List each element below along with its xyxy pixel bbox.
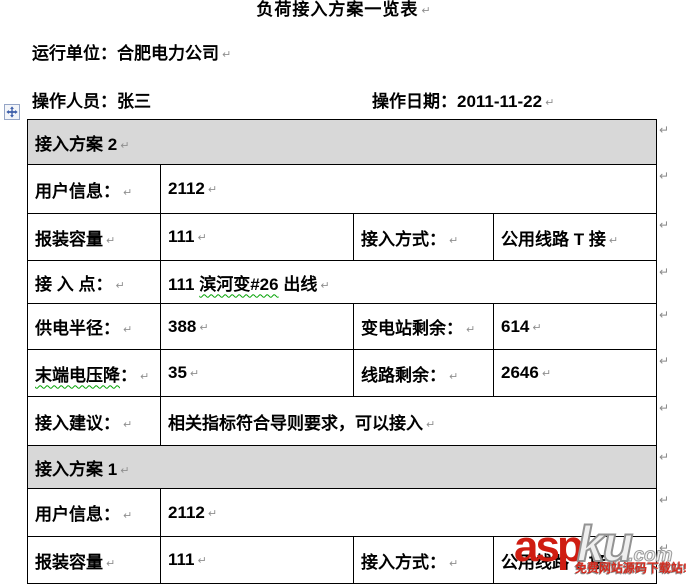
document-title: 负荷接入方案一览表 xyxy=(256,0,419,19)
value-access-mode[interactable]: 公用线路 T 接 ↵ xyxy=(492,536,658,584)
value-user-info[interactable]: 2112 ↵ xyxy=(159,488,658,537)
operating-unit-line[interactable]: 运行单位：合肥电力公司 ↵ xyxy=(32,39,231,64)
cell-end-mark: ↵ xyxy=(115,279,125,292)
row-end-mark: ↵ xyxy=(659,265,670,279)
cell-end-mark: ↵ xyxy=(123,418,133,431)
label-access-mode[interactable]: 接入方式： ↵ xyxy=(353,536,494,584)
cell-end-mark: ↵ xyxy=(608,234,619,247)
label-end-voltage-drop[interactable]: 末端电压降： ↵ xyxy=(27,349,161,397)
access-plan-table: 接入方案 2 ↵ 用户信息： ↵ 2112 ↵ 报装容量 ↵ 111 ↵ 接入方式： ↵ 公… xyxy=(26,119,658,584)
table-row: 供电半径： ↵ 388 ↵ 变电站剩余： ↵ 614 ↵ xyxy=(27,303,658,350)
line-break-mark: ↵ xyxy=(222,49,232,61)
row-end-mark: ↵ xyxy=(659,354,670,368)
table-row: 报装容量 ↵ 111 ↵ 接入方式： ↵ 公用线路 T 接 ↵ xyxy=(27,213,658,261)
watermark-tagline: 免费网站源码下载站! xyxy=(575,561,687,575)
cell-end-mark: ↵ xyxy=(197,555,207,567)
table-row: 接入方案 2 ↵ xyxy=(26,119,658,165)
cell-end-mark: ↵ xyxy=(189,368,200,380)
row-end-mark: ↵ xyxy=(659,308,670,322)
line-break-mark: ↵ xyxy=(545,97,555,109)
cell-end-mark: ↵ xyxy=(120,464,130,477)
cell-end-mark: ↵ xyxy=(449,234,459,247)
table-row: 用户信息： ↵ 2112 ↵ xyxy=(27,488,658,537)
label-access-advice[interactable]: 接入建议： ↵ xyxy=(27,396,161,446)
row-end-mark: ↵ xyxy=(659,401,670,415)
label-user-info[interactable]: 用户信息： ↵ xyxy=(27,164,161,214)
value-access-advice[interactable]: 相关指标符合导则要求，可以接入 ↵ xyxy=(159,396,658,446)
table-move-handle[interactable] xyxy=(4,104,20,120)
value-access-point[interactable]: 111 滨河变#26 出线 ↵ xyxy=(159,260,658,304)
value-substation-margin[interactable]: 614 ↵ xyxy=(492,303,658,350)
table-row: 接入建议： ↵ 相关指标符合导则要求，可以接入 ↵ xyxy=(27,396,658,446)
operation-date-field: 操作日期：2011-11-22 ↵ xyxy=(372,87,554,112)
cell-end-mark: ↵ xyxy=(123,186,133,199)
table-row: 用户信息： ↵ 2112 ↵ xyxy=(27,164,658,214)
watermark: aspku.com 免费网站源码下载站! xyxy=(514,516,688,575)
cell-end-mark: ↵ xyxy=(199,321,209,334)
section-header-plan-1[interactable]: 接入方案 1 ↵ xyxy=(26,445,658,489)
watermark-brand-ku: ku xyxy=(576,516,634,572)
cell-end-mark: ↵ xyxy=(207,184,218,196)
label-line-margin[interactable]: 线路剩余： ↵ xyxy=(353,349,494,397)
value-supply-radius[interactable]: 388 ↵ xyxy=(160,303,354,350)
operator-value: 张三 xyxy=(117,92,151,111)
row-end-mark: ↵ xyxy=(659,493,670,507)
watermark-brand-asp: asp xyxy=(514,522,584,571)
label-substation-margin[interactable]: 变电站剩余： ↵ xyxy=(353,303,494,350)
move-arrows-icon xyxy=(6,106,18,118)
section-title: 接入方案 1 xyxy=(35,459,118,479)
line-break-mark: ↵ xyxy=(421,5,432,17)
row-end-mark: ↵ xyxy=(659,450,670,464)
spellcheck-squiggle-text: 滨河变#26 xyxy=(199,274,279,294)
cell-end-mark: ↵ xyxy=(541,368,552,380)
row-end-mark: ↵ xyxy=(659,169,670,183)
section-title: 接入方案 2 xyxy=(35,134,118,154)
row-end-mark: ↵ xyxy=(659,541,670,555)
cell-end-mark: ↵ xyxy=(140,370,150,383)
document-title-line: 负荷接入方案一览表 ↵ xyxy=(0,0,688,20)
label-access-point[interactable]: 接 入 点： ↵ xyxy=(27,260,161,304)
cell-end-mark: ↵ xyxy=(106,234,116,247)
label-user-info[interactable]: 用户信息： ↵ xyxy=(27,488,161,537)
spellcheck-squiggle-text: 末端电压降 xyxy=(35,365,120,385)
value-installed-capacity[interactable]: 111 ↵ xyxy=(160,213,354,261)
label-supply-radius[interactable]: 供电半径： ↵ xyxy=(27,303,161,350)
table-row: 接入方案 1 ↵ xyxy=(26,445,658,489)
cell-end-mark: ↵ xyxy=(532,321,542,334)
cell-end-mark: ↵ xyxy=(608,557,619,570)
operation-date-value: 2011-11-22 xyxy=(457,92,543,111)
cell-end-mark: ↵ xyxy=(106,557,116,570)
cell-end-mark: ↵ xyxy=(123,510,133,522)
label-access-mode[interactable]: 接入方式： ↵ xyxy=(353,213,494,261)
section-header-plan-2[interactable]: 接入方案 2 ↵ xyxy=(26,119,658,165)
table-row: 接 入 点： ↵ 111 滨河变#26 出线 ↵ xyxy=(27,260,658,304)
operating-unit-label: 运行单位： xyxy=(32,44,117,63)
cell-end-mark: ↵ xyxy=(120,139,130,152)
value-line-margin[interactable]: 2646 ↵ xyxy=(492,349,658,397)
table-row: 末端电压降： ↵ 35 ↵ 线路剩余： ↵ 2646 ↵ xyxy=(27,349,658,397)
cell-end-mark: ↵ xyxy=(449,370,459,383)
label-installed-capacity[interactable]: 报装容量 ↵ xyxy=(27,213,161,261)
value-installed-capacity[interactable]: 111 ↵ xyxy=(160,536,354,584)
value-access-mode[interactable]: 公用线路 T 接 ↵ xyxy=(492,213,658,261)
operating-unit-value: 合肥电力公司 xyxy=(117,44,219,63)
operation-date-label: 操作日期： xyxy=(372,92,457,111)
cell-end-mark: ↵ xyxy=(466,324,476,336)
cell-end-mark: ↵ xyxy=(426,418,436,431)
cell-end-mark: ↵ xyxy=(449,557,459,570)
value-user-info[interactable]: 2112 ↵ xyxy=(159,164,658,214)
cell-end-mark: ↵ xyxy=(320,279,330,292)
row-end-mark: ↵ xyxy=(659,218,670,232)
row-end-mark: ↵ xyxy=(659,123,670,137)
operator-line[interactable]: 操作人员：张三 操作日期：2011-11-22 ↵ xyxy=(32,87,652,112)
operator-label: 操作人员： xyxy=(32,92,117,111)
cell-end-mark: ↵ xyxy=(207,507,218,520)
cell-end-mark: ↵ xyxy=(123,324,133,336)
label-installed-capacity[interactable]: 报装容量 ↵ xyxy=(27,536,161,584)
value-end-voltage-drop[interactable]: 35 ↵ xyxy=(160,349,354,397)
table-row: 报装容量 ↵ 111 ↵ 接入方式： ↵ 公用线路 T 接 ↵ xyxy=(27,536,658,584)
watermark-brand-domain: .com xyxy=(628,545,673,567)
cell-end-mark: ↵ xyxy=(197,232,207,244)
